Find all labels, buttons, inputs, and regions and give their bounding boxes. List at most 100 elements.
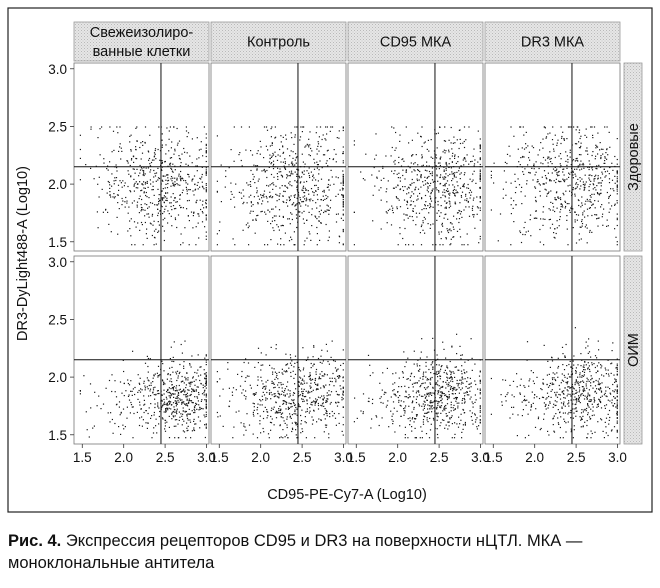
data-point [335, 195, 337, 197]
data-point [461, 437, 463, 439]
data-point [422, 403, 424, 405]
data-point [475, 182, 477, 184]
data-point [448, 207, 450, 209]
data-point [114, 422, 116, 425]
data-point [433, 392, 435, 394]
data-point [188, 413, 190, 415]
data-point [140, 408, 142, 410]
data-point [604, 171, 606, 173]
data-point [260, 211, 262, 213]
data-point [144, 183, 146, 185]
data-point [169, 164, 171, 166]
data-point [306, 219, 308, 221]
data-point [291, 238, 293, 241]
data-point [313, 345, 315, 347]
data-point [455, 366, 457, 368]
data-point [430, 401, 432, 403]
data-point [593, 126, 596, 128]
data-point [386, 188, 388, 190]
data-point [262, 417, 265, 420]
data-point [523, 134, 525, 136]
data-point [161, 417, 164, 419]
data-point [187, 425, 189, 427]
data-point [271, 144, 273, 146]
data-point [575, 367, 577, 369]
data-point [194, 423, 196, 425]
data-point [556, 396, 559, 398]
data-point [154, 175, 157, 177]
data-point [124, 182, 126, 184]
data-point [606, 219, 608, 221]
data-point [418, 380, 420, 382]
data-point [178, 372, 180, 375]
data-point [527, 145, 529, 147]
data-point [556, 142, 558, 144]
data-point [448, 193, 450, 195]
data-point [205, 381, 207, 383]
data-point [202, 212, 204, 214]
data-point [315, 383, 317, 385]
data-point [439, 375, 441, 377]
data-point [407, 186, 410, 188]
data-point [561, 204, 563, 206]
data-point [338, 242, 340, 244]
data-point [272, 196, 274, 198]
data-point [300, 383, 302, 385]
data-point [275, 206, 277, 208]
data-point [186, 208, 188, 210]
data-point [444, 394, 446, 397]
data-point [553, 383, 555, 385]
data-point [328, 189, 330, 191]
data-point [444, 195, 446, 197]
data-point [474, 159, 476, 161]
data-point [307, 356, 309, 358]
data-point [431, 173, 433, 175]
data-point [174, 400, 176, 402]
data-point [519, 231, 522, 234]
data-point [293, 143, 295, 145]
data-point [277, 226, 279, 228]
data-point [436, 415, 438, 417]
data-point [235, 183, 237, 185]
data-point [327, 165, 329, 167]
data-point [427, 393, 429, 396]
data-point [588, 400, 590, 402]
data-point [392, 383, 394, 385]
data-point [254, 182, 256, 184]
data-point [430, 139, 432, 141]
data-point [141, 416, 143, 418]
data-point [427, 408, 429, 410]
data-point [287, 205, 289, 207]
data-point [454, 433, 456, 435]
data-point [256, 192, 258, 194]
data-point [577, 400, 579, 402]
data-point [407, 397, 409, 399]
data-point [566, 167, 568, 169]
panel-frame [73, 62, 210, 252]
data-point [216, 411, 218, 414]
data-point [298, 381, 300, 383]
data-point [323, 191, 325, 193]
data-point [342, 390, 344, 392]
data-point [152, 387, 155, 389]
data-point [321, 349, 323, 351]
data-point [293, 202, 295, 204]
data-point [289, 199, 291, 201]
data-point [616, 429, 618, 431]
data-point [420, 395, 423, 397]
data-point [460, 358, 462, 360]
row-strip: Здоровые [623, 62, 643, 252]
data-point [275, 193, 277, 195]
data-point [583, 389, 585, 391]
data-point [445, 404, 447, 407]
data-point [464, 199, 466, 201]
data-point [435, 133, 437, 135]
data-point [431, 179, 434, 181]
data-point [179, 399, 182, 401]
data-point [457, 192, 459, 194]
data-point [449, 417, 451, 419]
data-point [424, 204, 426, 206]
data-point [436, 428, 438, 430]
data-point [463, 185, 465, 187]
data-point [616, 422, 618, 424]
